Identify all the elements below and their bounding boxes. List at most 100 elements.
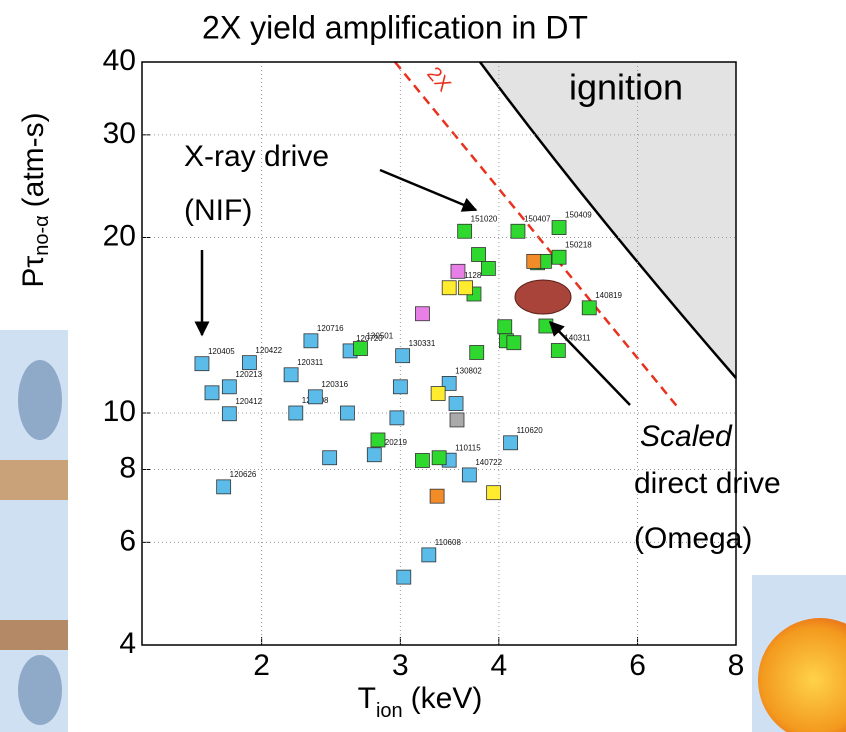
point-label: 140722: [475, 458, 502, 467]
side-image: [18, 655, 62, 725]
point-label: 151020: [471, 214, 498, 223]
data-point: [366, 447, 382, 463]
data-point: [415, 453, 430, 468]
dd-label: (Omega): [634, 522, 752, 555]
data-point: [204, 385, 220, 401]
data-point: [221, 379, 237, 395]
data-point: [430, 386, 446, 401]
xray-arrow: [379, 168, 478, 212]
point-label: 150407: [524, 214, 551, 223]
data-point: [395, 348, 411, 364]
point-label: 120720: [356, 334, 383, 343]
point-label: 130331: [409, 339, 436, 348]
data-point: [581, 300, 597, 316]
data-point: [461, 467, 477, 483]
point-label: 120316: [321, 380, 348, 389]
data-point: [370, 432, 386, 448]
data-point: [450, 263, 466, 279]
y-tick-label: 8: [119, 451, 136, 484]
data-point: [431, 450, 447, 466]
point-label: 140819: [595, 291, 622, 300]
ignition-label: ignition: [569, 67, 683, 108]
point-label: 140311: [564, 334, 591, 343]
corner-image: [758, 618, 846, 732]
data-point: [288, 405, 304, 421]
point-label: 150218: [565, 240, 592, 249]
point-label: 141128: [455, 271, 482, 280]
point-label: 110620: [517, 426, 544, 435]
data-point: [449, 412, 465, 428]
point-label: 130802: [455, 367, 482, 376]
x-label-unit: (keV): [411, 682, 483, 715]
x-tick-label: 8: [728, 649, 745, 682]
data-point: [429, 488, 445, 504]
chart-title: 2X yield amplification in DT: [202, 9, 588, 45]
point-label: 120412: [235, 397, 262, 406]
nif-label: (NIF): [184, 194, 252, 227]
data-point: [392, 379, 408, 395]
xray-label: X-ray drive: [184, 140, 329, 173]
point-label: 110608: [435, 538, 462, 547]
point-label: 120626: [230, 470, 257, 479]
plot-frame: [141, 61, 737, 646]
data-point: [506, 335, 522, 351]
data-point: [510, 223, 526, 239]
point-label: 120405: [208, 347, 235, 356]
data-point: [396, 569, 412, 585]
data-point: [497, 319, 513, 335]
point-label: 120716: [317, 324, 344, 333]
dd-label: direct drive: [634, 467, 781, 500]
data-point: [353, 341, 368, 356]
data-point: [550, 343, 566, 358]
x-tick-label: 4: [490, 649, 507, 682]
ignition-curve: [478, 61, 737, 379]
y-tick-label: 30: [103, 117, 136, 150]
y-tick-label: 4: [119, 627, 136, 660]
point-label: 120422: [255, 346, 282, 355]
data-point: [340, 405, 355, 421]
data-point: [458, 280, 473, 296]
data-point: [526, 253, 542, 269]
data-point: [421, 547, 437, 563]
data-point: [389, 410, 405, 426]
y-tick-label: 20: [103, 219, 136, 252]
side-image: [0, 620, 68, 650]
x-tick-label: 3: [392, 649, 409, 682]
point-label: 130501: [366, 332, 393, 341]
data-point: [303, 333, 319, 349]
data-point: [448, 396, 464, 411]
side-image: [0, 460, 68, 500]
y-label-unit: (atm-s): [17, 112, 50, 207]
data-point: [415, 306, 430, 322]
data-point: [283, 367, 299, 383]
data-point: [469, 345, 485, 360]
y-label-main: Pτ: [17, 256, 50, 288]
point-label: 110115: [455, 443, 481, 452]
x-axis-label: Tion (keV): [358, 682, 483, 722]
point-label: 120213: [235, 370, 262, 379]
data-point: [441, 280, 457, 296]
ignition-region: [480, 62, 736, 378]
scaled-target: [514, 279, 572, 315]
data-point: [551, 220, 567, 235]
point-label: 120311: [297, 358, 324, 367]
point-label: 150409: [565, 211, 592, 220]
y-tick-label: 40: [103, 44, 136, 77]
data-point: [538, 318, 554, 334]
x-label-main: T: [358, 682, 376, 715]
side-image: [18, 360, 62, 440]
data-point: [480, 261, 496, 276]
data-point: [471, 247, 486, 262]
data-point: [322, 450, 338, 466]
x-tick-label: 2: [253, 649, 270, 682]
data-point: [457, 223, 473, 239]
point-label: 120219: [380, 438, 407, 447]
data-point: [194, 356, 210, 372]
data-point: [242, 355, 257, 371]
data-point: [486, 485, 502, 501]
data-point: [503, 435, 518, 451]
y-tick-label: 6: [119, 524, 136, 557]
data-point: [307, 389, 323, 405]
scaled-arrow: [548, 320, 631, 406]
